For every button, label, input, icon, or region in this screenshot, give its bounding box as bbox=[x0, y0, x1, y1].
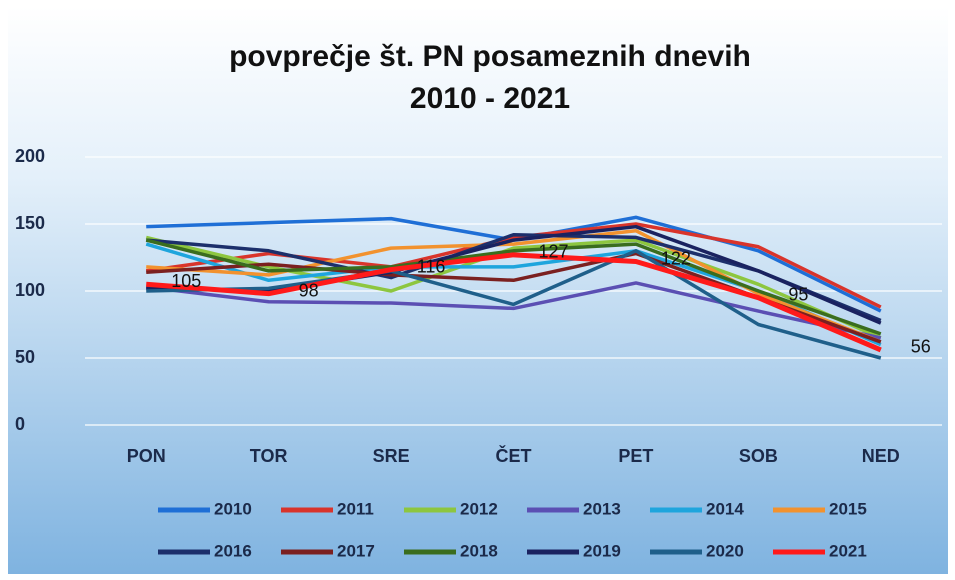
legend-label: 2017 bbox=[337, 541, 375, 560]
x-tick-label: PET bbox=[618, 446, 653, 466]
legend-label: 2012 bbox=[460, 499, 498, 518]
x-tick-label: ČET bbox=[496, 445, 532, 466]
series-line bbox=[146, 228, 882, 344]
data-label: 122 bbox=[661, 248, 691, 268]
legend-label: 2013 bbox=[583, 499, 621, 518]
x-tick-label: TOR bbox=[250, 446, 288, 466]
legend-label: 2016 bbox=[214, 541, 252, 560]
legend-label: 2014 bbox=[706, 499, 744, 518]
chart-subtitle: 2010 - 2021 bbox=[410, 82, 570, 115]
data-label: 105 bbox=[171, 271, 201, 291]
data-label: 127 bbox=[538, 242, 568, 262]
y-tick-label: 0 bbox=[15, 414, 25, 434]
x-tick-label: PON bbox=[127, 446, 166, 466]
legend-label: 2018 bbox=[460, 541, 498, 560]
legend-label: 2010 bbox=[214, 499, 252, 518]
legend-label: 2019 bbox=[583, 541, 621, 560]
legend-label: 2015 bbox=[829, 499, 867, 518]
legend-label: 2021 bbox=[829, 541, 867, 560]
series-line bbox=[146, 281, 882, 340]
series-line bbox=[145, 235, 882, 340]
y-tick-label: 100 bbox=[15, 280, 45, 300]
chart-title: povprečje št. PN posameznih dnevih bbox=[229, 40, 751, 73]
series-line bbox=[145, 238, 882, 336]
series-line bbox=[146, 224, 882, 325]
x-tick-label: NED bbox=[862, 446, 900, 466]
data-label: 95 bbox=[788, 284, 808, 304]
y-tick-label: 50 bbox=[15, 347, 35, 367]
data-label: 98 bbox=[299, 280, 319, 300]
data-label: 116 bbox=[417, 256, 446, 276]
series-line bbox=[145, 222, 882, 309]
legend-label: 2020 bbox=[706, 541, 744, 560]
x-tick-label: SOB bbox=[739, 446, 778, 466]
data-label: 56 bbox=[911, 337, 931, 357]
series-line bbox=[146, 249, 882, 360]
legend-label: 2011 bbox=[337, 499, 374, 518]
y-tick-label: 150 bbox=[15, 213, 45, 233]
series-line bbox=[146, 252, 882, 353]
y-tick-label: 200 bbox=[15, 146, 45, 166]
x-tick-label: SRE bbox=[373, 446, 410, 466]
